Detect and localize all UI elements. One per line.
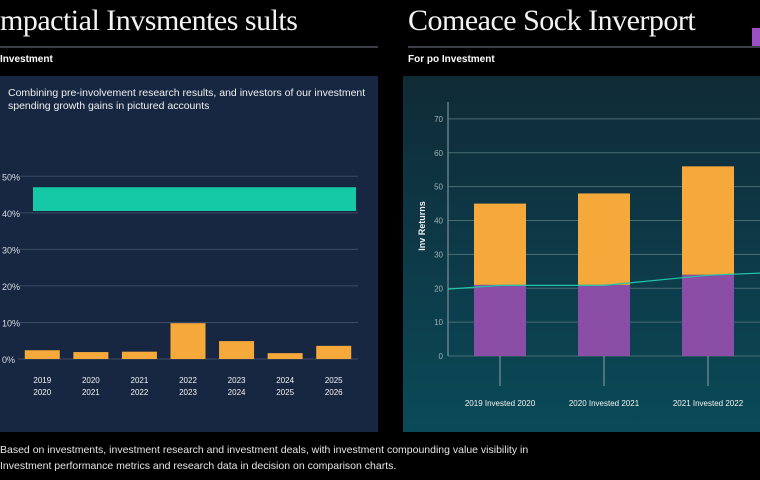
left-chart-svg: 0% 10% 20% 30% 40% 50% 2019 2020 2020 2021 2021 202… — [2, 172, 358, 397]
right-bar-returns — [474, 284, 526, 356]
right-ytick-label: 70 — [434, 115, 443, 124]
footer-note-2: Investment performance metrics and resea… — [0, 460, 397, 472]
left-bar — [219, 341, 255, 359]
left-xtick-label: 2025 — [325, 376, 343, 385]
left-bar — [73, 352, 109, 359]
right-ytick-label: 20 — [434, 284, 443, 293]
right-chart-panel: 0 10 20 30 40 50 60 70 Inv Returns 2019 Invested … — [403, 76, 760, 432]
right-title-rule — [408, 46, 760, 48]
right-subtitle: For po Investment — [408, 54, 495, 65]
left-xtick-label: 2022 — [131, 388, 149, 397]
left-ytick-label: 10% — [2, 318, 20, 328]
left-bar — [24, 350, 60, 359]
left-bar — [170, 323, 206, 359]
right-bar-capital — [578, 193, 630, 285]
left-ytick-label: 40% — [2, 209, 20, 219]
right-chart-title: Comeace Sock Inverport — [408, 4, 696, 37]
right-xtick-label: 2019 Invested 2020 — [465, 399, 536, 408]
left-highlight-bar — [33, 187, 356, 211]
right-ytick-label: 60 — [434, 149, 443, 158]
right-xtick-label: 2020 Invested 2021 — [569, 399, 640, 408]
right-bar-capital — [682, 166, 734, 275]
right-ytick-label: 0 — [439, 352, 444, 361]
left-subtitle: Investment — [0, 54, 53, 65]
right-xtick-label: 2021 Invested 2022 — [673, 399, 744, 408]
left-xtick-label: 2020 — [82, 376, 100, 385]
left-ytick-label: 50% — [2, 172, 20, 182]
left-xtick-label: 2023 — [228, 376, 246, 385]
right-bar-returns — [682, 274, 734, 356]
right-ytick-label: 30 — [434, 250, 443, 259]
left-xtick-label: 2021 — [131, 376, 149, 385]
right-bar-capital — [474, 203, 526, 285]
left-ytick-label: 0% — [2, 355, 15, 365]
footer-note-1: Based on investments, investment researc… — [0, 444, 529, 456]
left-ytick-label: 30% — [2, 245, 20, 255]
left-xtick-label: 2021 — [82, 388, 100, 397]
left-xtick-label: 2019 — [33, 376, 51, 385]
left-xtick-label: 2024 — [276, 376, 294, 385]
left-xtick-label: 2025 — [276, 388, 294, 397]
left-xtick-label: 2020 — [33, 388, 51, 397]
title-accent-mark — [752, 28, 760, 46]
left-ytick-label: 20% — [2, 282, 20, 292]
left-bar — [121, 351, 157, 359]
left-xtick-label: 2024 — [228, 388, 246, 397]
right-trend-line — [447, 272, 760, 290]
left-xtick-label: 2026 — [325, 388, 343, 397]
right-ytick-label: 10 — [434, 318, 443, 327]
right-y-axis-label: Inv Returns — [417, 201, 427, 251]
left-chart-description: Combining pre-involvement research resul… — [8, 87, 366, 112]
left-chart-panel: Combining pre-involvement research resul… — [0, 76, 378, 432]
left-bar — [316, 345, 352, 359]
left-xtick-label: 2023 — [179, 388, 197, 397]
left-title-rule — [0, 46, 378, 48]
left-xtick-label: 2022 — [179, 376, 197, 385]
right-ytick-label: 50 — [434, 183, 443, 192]
left-bar — [267, 353, 303, 359]
right-chart-svg: 0 10 20 30 40 50 60 70 Inv Returns 2019 Invested … — [417, 102, 760, 408]
right-bar-returns — [578, 284, 630, 356]
left-chart-title: mpactial Invsmentes sults — [0, 4, 298, 37]
right-ytick-label: 40 — [434, 217, 443, 226]
